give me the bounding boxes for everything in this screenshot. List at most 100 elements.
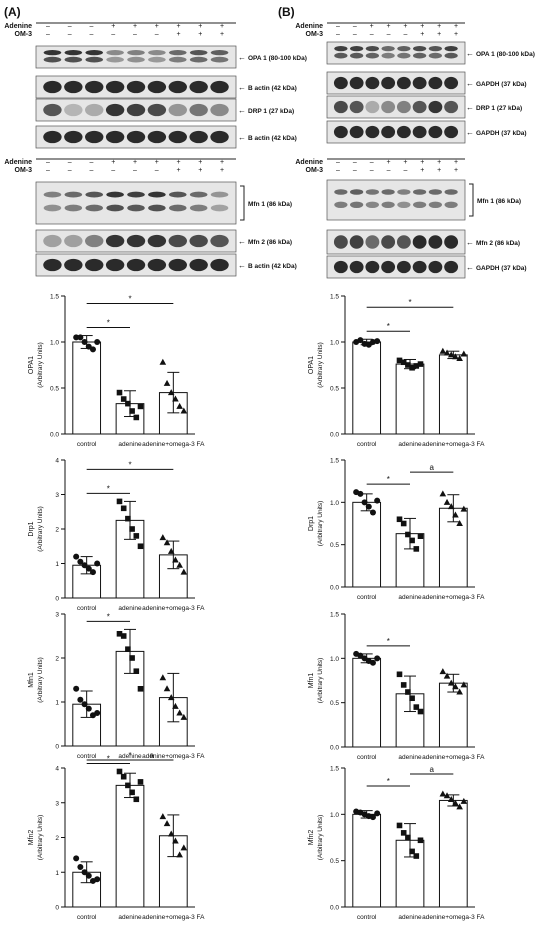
treatment-sign: –	[111, 167, 115, 174]
y-tick-label: 1	[55, 561, 59, 568]
x-tick-label: adenine	[398, 594, 422, 601]
y-tick-label: 0.5	[330, 700, 339, 707]
arrow-icon: ←	[238, 261, 246, 270]
data-point	[374, 655, 381, 662]
band	[85, 130, 104, 144]
band	[428, 260, 443, 274]
treatment-sign: –	[403, 31, 407, 38]
data-point	[176, 402, 183, 409]
band	[428, 52, 442, 59]
blot-label: Mfn 1 (86 kDa)	[477, 198, 521, 205]
treatment-sign: +	[437, 31, 441, 38]
band	[381, 189, 395, 195]
significance-label: a	[149, 751, 154, 760]
treatment-sign: +	[155, 23, 159, 30]
band	[333, 260, 348, 274]
band	[381, 100, 396, 114]
data-point	[94, 710, 101, 716]
treatment-sign: +	[198, 167, 202, 174]
band	[444, 45, 458, 52]
band	[210, 130, 229, 144]
band	[106, 204, 124, 212]
treatment-sign: –	[46, 167, 50, 174]
bar	[395, 363, 425, 435]
band	[365, 52, 379, 59]
arrow-icon: ←	[238, 133, 246, 142]
treatment-sign: +	[133, 159, 137, 166]
y-tick-label: 0.5	[50, 386, 59, 393]
band	[210, 103, 229, 117]
y-axis-unit: (Arbitrary Units)	[37, 815, 44, 861]
treatment-label: OM-3	[15, 167, 33, 174]
y-tick-label: 0.0	[330, 905, 339, 912]
band	[43, 258, 62, 272]
treatment-sign: –	[46, 31, 50, 38]
treatment-sign: –	[68, 31, 72, 38]
band	[189, 234, 208, 248]
data-point	[163, 820, 171, 827]
significance-label: *	[107, 484, 110, 493]
blot-label: B actin (42 kDa)	[248, 135, 297, 142]
y-axis-label: Drp1	[308, 516, 315, 531]
data-point	[452, 683, 459, 690]
treatment-sign: –	[336, 23, 340, 30]
data-point	[159, 813, 167, 820]
y-tick-label: 1.0	[50, 340, 59, 347]
data-point	[89, 346, 96, 353]
x-tick-label: adenine+omega-3 FA	[422, 441, 485, 448]
band	[85, 258, 104, 272]
band	[43, 49, 62, 56]
treatment-sign: +	[220, 159, 224, 166]
x-tick-label: adenine+omega-3 FA	[142, 753, 205, 760]
band	[126, 130, 146, 144]
arrow-icon: ←	[466, 79, 474, 88]
y-tick-label: 0	[55, 596, 59, 603]
blot-frame	[326, 95, 466, 119]
data-point	[447, 351, 455, 358]
blot-frame	[326, 255, 466, 279]
data-point	[405, 834, 411, 841]
data-point	[443, 792, 451, 799]
y-axis-unit: (Arbitrary Units)	[317, 815, 324, 861]
data-point	[159, 534, 167, 541]
treatment-sign: +	[454, 31, 458, 38]
blot-label: Mfn 2 (86 kDa)	[248, 239, 292, 246]
data-point	[120, 633, 127, 639]
band	[64, 191, 83, 198]
blot-strip: ← Mfn 2 (86 kDa)	[326, 229, 520, 255]
band	[43, 191, 62, 198]
band	[428, 125, 443, 139]
band	[350, 201, 364, 208]
y-tick-label: 1.0	[330, 656, 339, 663]
panel-label: (A)	[4, 5, 21, 19]
x-tick-label: control	[77, 605, 97, 612]
significance-label: *	[107, 754, 110, 763]
data-point	[369, 814, 376, 821]
treatment-sign: +	[437, 159, 441, 166]
band	[381, 125, 396, 139]
band	[189, 191, 208, 198]
band	[365, 260, 380, 274]
panel-label: (B)	[278, 5, 295, 19]
data-point	[357, 337, 364, 344]
data-point	[447, 679, 455, 686]
arrow-icon: ←	[466, 103, 474, 112]
band	[444, 235, 459, 249]
y-tick-label: 1	[55, 700, 59, 707]
data-point	[396, 357, 403, 364]
data-point	[405, 362, 411, 368]
data-point	[176, 851, 183, 858]
data-point	[413, 704, 420, 710]
treatment-sign: –	[403, 167, 407, 174]
band	[127, 56, 145, 63]
band	[85, 204, 103, 212]
band	[349, 100, 364, 114]
band	[168, 258, 187, 272]
treatment-label: OM-3	[15, 31, 33, 38]
data-point	[396, 671, 403, 678]
band	[365, 125, 380, 139]
data-point	[163, 685, 171, 692]
data-point	[94, 560, 101, 567]
band	[428, 100, 443, 114]
